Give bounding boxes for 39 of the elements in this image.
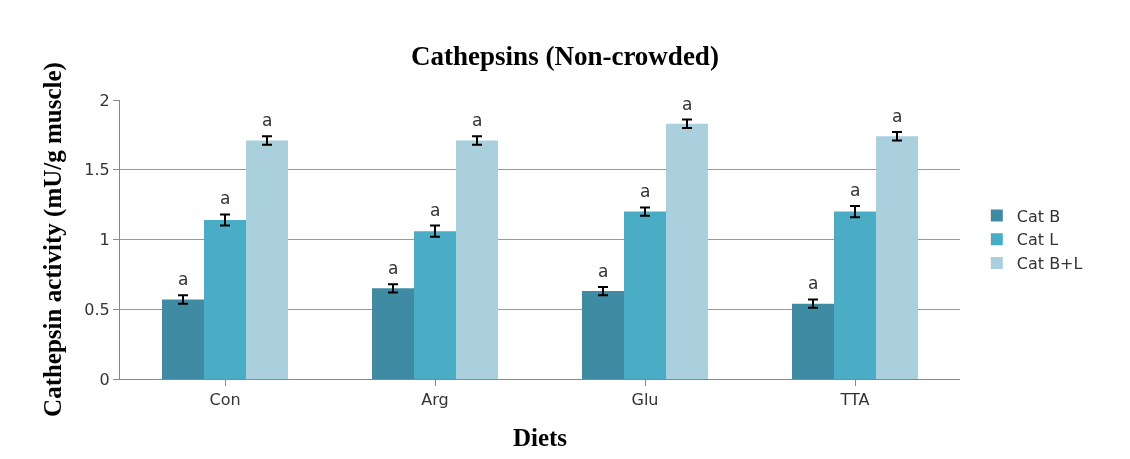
bar bbox=[414, 231, 456, 379]
y-axis-title: Cathepsin activity (mU/g muscle) bbox=[39, 62, 68, 417]
y-tick-label: 1.5 bbox=[84, 160, 110, 180]
data-label: a bbox=[808, 273, 819, 293]
data-label: a bbox=[640, 181, 651, 201]
data-label: a bbox=[178, 269, 189, 289]
bar bbox=[456, 140, 498, 379]
y-tick-label: 2 bbox=[99, 90, 110, 110]
x-tick-label: Arg bbox=[421, 390, 449, 410]
data-label: a bbox=[850, 180, 861, 200]
y-tick-label: 1 bbox=[99, 230, 110, 250]
y-tick-label: 0 bbox=[99, 369, 110, 389]
data-label: a bbox=[262, 110, 273, 130]
bar bbox=[246, 140, 288, 379]
y-tick-label: 0.5 bbox=[84, 299, 110, 319]
data-label: a bbox=[892, 106, 903, 126]
legend-label: Cat L bbox=[1016, 230, 1059, 250]
bar bbox=[624, 211, 666, 379]
x-axis-title: Diets bbox=[512, 424, 568, 452]
bar bbox=[582, 291, 624, 379]
bar bbox=[834, 211, 876, 379]
data-label: a bbox=[682, 94, 693, 114]
data-label: a bbox=[220, 188, 231, 208]
legend-label: Cat B bbox=[1016, 206, 1061, 226]
bar bbox=[876, 136, 918, 379]
data-label: a bbox=[430, 200, 441, 220]
x-tick-label: TTA bbox=[839, 390, 870, 410]
legend-label: Cat B+L bbox=[1016, 254, 1083, 274]
bar bbox=[162, 299, 204, 379]
chart-title: Cathepsins (Non-crowded) bbox=[411, 40, 719, 71]
data-label: a bbox=[472, 110, 483, 130]
data-label: a bbox=[388, 258, 399, 278]
bar bbox=[372, 288, 414, 379]
x-tick-label: Con bbox=[209, 390, 241, 410]
bar bbox=[666, 123, 708, 379]
bar bbox=[792, 303, 834, 379]
data-label: a bbox=[598, 261, 609, 281]
bar bbox=[204, 219, 246, 379]
x-tick-label: Glu bbox=[631, 390, 659, 410]
